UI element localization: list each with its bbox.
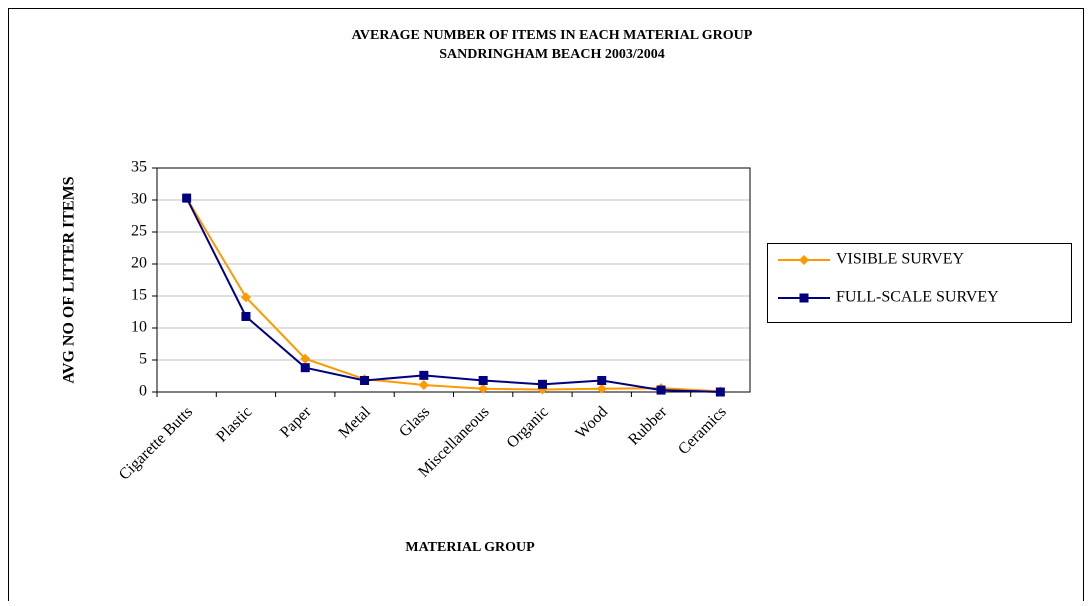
x-tick-label: Ceramics	[675, 403, 730, 458]
chart-subtitle: SANDRINGHAM BEACH 2003/2004	[439, 47, 665, 62]
x-tick-label: Metal	[336, 403, 375, 442]
x-tick-label: Rubber	[625, 403, 671, 449]
plot-area	[156, 167, 751, 393]
point	[715, 387, 725, 397]
chart-title: AVERAGE NUMBER OF ITEMS IN EACH MATERIAL…	[352, 28, 753, 43]
point	[241, 311, 251, 321]
x-axis-title: MATERIAL GROUP	[405, 540, 535, 555]
point	[182, 193, 192, 203]
legend-marker	[799, 255, 809, 265]
y-tick-label: 15	[131, 287, 147, 304]
x-tick-label: Cigarette Butts	[116, 403, 196, 483]
point	[656, 385, 666, 395]
point	[300, 363, 310, 373]
point	[418, 379, 429, 390]
y-tick-label: 10	[131, 319, 147, 336]
x-tick-label: Plastic	[213, 403, 255, 445]
point	[478, 375, 488, 385]
point	[419, 370, 429, 380]
y-tick-label: 5	[139, 351, 147, 368]
y-tick-label: 35	[131, 159, 147, 176]
y-tick-label: 25	[131, 223, 147, 240]
legend	[767, 243, 1072, 323]
point	[478, 383, 489, 394]
point	[360, 375, 370, 385]
point	[596, 383, 607, 394]
x-tick-label: Glass	[396, 403, 433, 440]
point	[240, 292, 251, 303]
series-line	[185, 197, 721, 393]
y-axis-title: AVG NO OF LITTER ITEMS	[61, 176, 78, 383]
point	[300, 353, 311, 364]
x-tick-label: Paper	[277, 403, 315, 441]
y-tick-label: 30	[131, 191, 147, 208]
legend-marker	[799, 293, 809, 303]
chart-frame	[8, 8, 1084, 606]
point	[597, 375, 607, 385]
point	[537, 379, 547, 389]
x-tick-label: Wood	[572, 403, 611, 442]
y-tick-label: 20	[131, 255, 147, 272]
legend-label: FULL-SCALE SURVEY	[836, 289, 999, 306]
legend-label: VISIBLE SURVEY	[836, 251, 965, 268]
x-tick-label: Organic	[504, 403, 552, 451]
y-tick-label: 0	[139, 383, 147, 400]
series-line	[185, 197, 721, 393]
